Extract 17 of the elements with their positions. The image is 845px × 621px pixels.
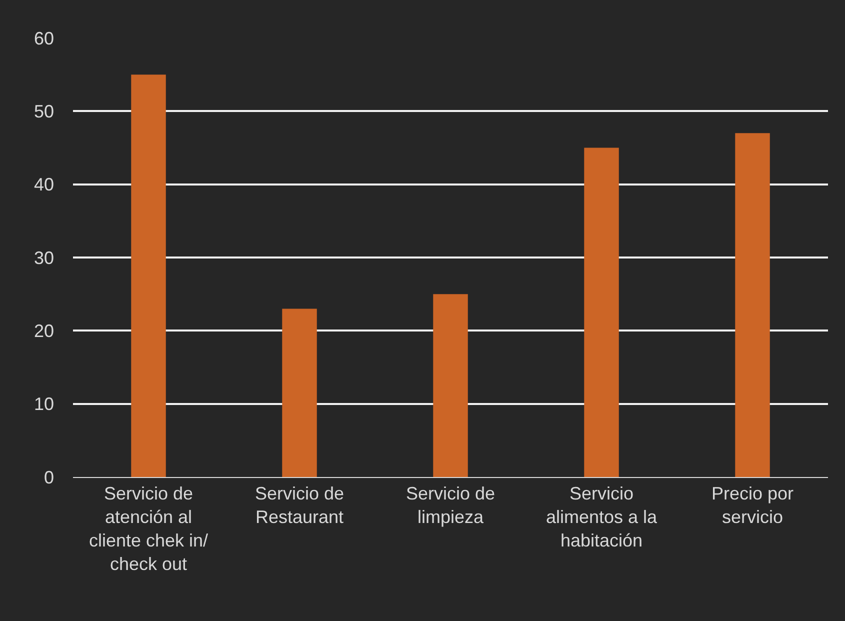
- x-tick-label: Precio por servicio: [711, 484, 794, 527]
- y-tick-label: 10: [34, 394, 54, 414]
- bar: [584, 148, 619, 477]
- y-tick-label: 0: [44, 467, 54, 488]
- x-tick-label: Servicio de atención al cliente chek in/ check out: [88, 484, 208, 574]
- x-tick-label: Servicio alimentos a la habitación: [546, 484, 658, 550]
- bar: [131, 74, 166, 477]
- y-tick-label: 20: [34, 320, 54, 341]
- bar: [282, 308, 317, 477]
- x-tick-label: Servicio de Restaurant: [254, 484, 344, 527]
- bar: [735, 133, 770, 477]
- x-tick-label: Servicio de limpieza: [406, 484, 496, 527]
- y-tick-label: 60: [34, 28, 54, 48]
- y-tick-label: 40: [34, 174, 54, 195]
- bar: [433, 294, 468, 477]
- y-tick-label: 30: [34, 248, 54, 268]
- y-tick-label: 50: [34, 101, 54, 122]
